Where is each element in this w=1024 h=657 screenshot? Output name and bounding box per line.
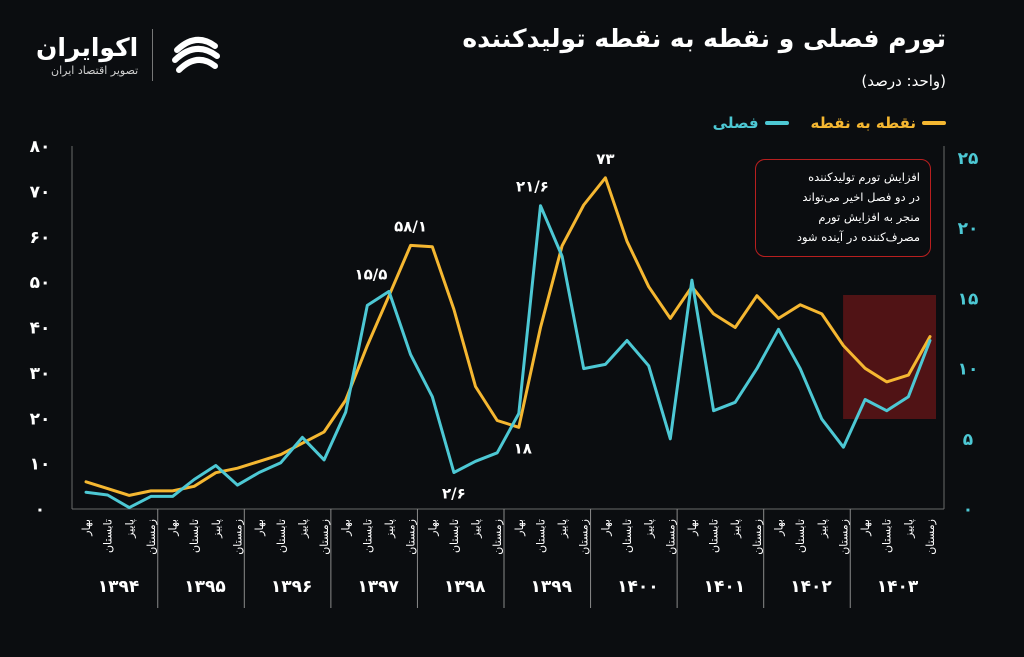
- season-tick-label: پاییز: [729, 519, 742, 539]
- season-tick-label: بهار: [167, 519, 180, 537]
- right-tick-label: ۲۰: [958, 219, 979, 239]
- season-tick-label: پاییز: [643, 519, 656, 539]
- year-label: ۱۴۰۳: [877, 577, 919, 597]
- data-label: ۱۸: [514, 439, 532, 457]
- left-tick-label: ۷۰: [30, 182, 51, 202]
- season-tick-label: تابستان: [448, 519, 461, 553]
- season-tick-label: پاییز: [210, 519, 223, 539]
- season-tick-label: پاییز: [123, 519, 136, 539]
- year-label: ۱۳۹۴: [98, 577, 140, 597]
- data-label: ۷۳: [596, 150, 614, 168]
- legend-swatch-cyan: [764, 121, 789, 125]
- season-tick-label: زمستان: [145, 519, 158, 555]
- annotation-line-2: در دو فصل اخیر می‌تواند: [802, 190, 920, 204]
- left-tick-label: ۱۰: [30, 455, 51, 475]
- left-tick-label: ۶۰: [30, 228, 51, 248]
- legend-label-point-to-point: نقطه به نقطه: [810, 114, 916, 132]
- data-label: ۵۸/۱: [394, 217, 427, 235]
- left-tick-label: ۳۰: [30, 364, 51, 384]
- data-label: ۲/۶: [442, 484, 466, 502]
- legend-swatch-yellow: [922, 121, 946, 125]
- legend-label-seasonal: فصلی: [712, 114, 759, 132]
- year-label: ۱۳۹۷: [357, 577, 399, 597]
- brand-name: اکوایران: [36, 33, 139, 62]
- season-tick-label: تابستان: [881, 519, 894, 553]
- right-tick-label: ۲۵: [958, 149, 979, 169]
- season-tick-label: تابستان: [794, 519, 807, 553]
- season-tick-label: زمستان: [924, 519, 937, 555]
- legend-item-point-to-point: نقطه به نقطه: [811, 114, 946, 132]
- year-label: ۱۴۰۱: [704, 577, 746, 597]
- annotation-box: افزایش تورم تولیدکننده در دو فصل اخیر می…: [755, 159, 931, 257]
- chart-title: تورم فصلی و نقطه به نقطه تولیدکننده: [462, 24, 946, 53]
- season-tick-label: بهار: [340, 519, 353, 537]
- season-tick-label: زمستان: [318, 519, 331, 555]
- season-tick-label: زمستان: [837, 519, 850, 555]
- season-tick-label: بهار: [253, 519, 266, 537]
- annotation-line-4: مصرف‌کننده در آینده شود: [796, 230, 920, 244]
- season-tick-label: زمستان: [751, 519, 764, 555]
- brand-text: اکوایران تصویر اقتصاد ایران: [36, 33, 138, 77]
- left-tick-label: ۲۰: [30, 409, 51, 429]
- year-label: ۱۴۰۲: [790, 577, 832, 597]
- left-tick-label: ۸۰: [30, 137, 51, 157]
- season-tick-label: پاییز: [296, 519, 309, 539]
- data-label: ۲۱/۶: [516, 178, 549, 196]
- year-label: ۱۳۹۵: [184, 577, 226, 597]
- right-tick-label: ۱۰: [958, 360, 979, 380]
- legend: نقطه به نقطه فصلی: [713, 114, 946, 132]
- season-tick-label: زمستان: [578, 519, 591, 555]
- left-tick-label: ۰: [35, 500, 45, 520]
- season-tick-label: تابستان: [708, 519, 721, 553]
- season-tick-label: تابستان: [361, 519, 374, 553]
- season-tick-label: تابستان: [275, 519, 288, 553]
- highlight-region: [843, 295, 936, 419]
- season-tick-label: پاییز: [816, 519, 829, 539]
- right-tick-label: ۰: [963, 500, 973, 520]
- season-tick-label: پاییز: [556, 519, 569, 539]
- season-tick-label: بهار: [859, 519, 872, 537]
- season-tick-label: زمستان: [664, 519, 677, 555]
- chart-grid: [71, 146, 945, 608]
- brand-logo: اکوایران تصویر اقتصاد ایران: [36, 26, 225, 84]
- brand-subtitle: تصویر اقتصاد ایران: [51, 64, 139, 77]
- brand-separator: [152, 29, 154, 81]
- season-tick-label: بهار: [686, 519, 699, 537]
- year-label: ۱۴۰۰: [617, 577, 659, 597]
- season-tick-label: بهار: [773, 519, 786, 537]
- chart-labels: ۰ ۱۰ ۲۰ ۳۰ ۴۰ ۵۰ ۶۰ ۷۰ ۸۰ ۰ ۵ ۱۰ ۱۵ ۲۰ ۲۵ بهار تابستان پا…: [30, 137, 979, 597]
- chart-unit: (واحد: درصد): [861, 72, 946, 90]
- season-tick-label: تابستان: [102, 519, 115, 553]
- left-tick-label: ۴۰: [30, 319, 51, 339]
- season-tick-label: تابستان: [621, 519, 634, 553]
- season-tick-label: پاییز: [470, 519, 483, 539]
- season-tick-label: زمستان: [405, 519, 418, 555]
- series-line-point-to-point: [84, 176, 932, 497]
- year-label: ۱۳۹۹: [531, 577, 573, 597]
- year-label: ۱۳۹۸: [444, 577, 486, 597]
- chart-lines: [84, 176, 932, 510]
- season-tick-label: زمستان: [491, 519, 504, 555]
- season-tick-label: تابستان: [534, 519, 547, 553]
- season-tick-label: پاییز: [383, 519, 396, 539]
- right-tick-label: ۱۵: [958, 289, 979, 309]
- season-tick-label: بهار: [599, 519, 612, 537]
- right-tick-label: ۵: [963, 430, 973, 450]
- left-tick-label: ۵۰: [30, 273, 51, 293]
- season-tick-label: تابستان: [188, 519, 201, 553]
- season-tick-label: بهار: [513, 519, 526, 537]
- brand-mark-icon: [172, 37, 221, 73]
- season-tick-label: پاییز: [902, 519, 915, 539]
- season-tick-label: بهار: [426, 519, 439, 537]
- annotation-line-1: افزایش تورم تولیدکننده: [808, 170, 920, 184]
- series-line-seasonal: [84, 204, 932, 510]
- data-label: ۱۵/۵: [354, 265, 387, 283]
- legend-item-seasonal: فصلی: [713, 114, 789, 132]
- annotation-line-3: منجر به افزایش تورم: [818, 210, 920, 224]
- year-label: ۱۳۹۶: [271, 577, 313, 597]
- season-tick-label: زمستان: [231, 519, 244, 555]
- highlight-rect: [843, 295, 936, 419]
- season-tick-label: بهار: [80, 519, 93, 537]
